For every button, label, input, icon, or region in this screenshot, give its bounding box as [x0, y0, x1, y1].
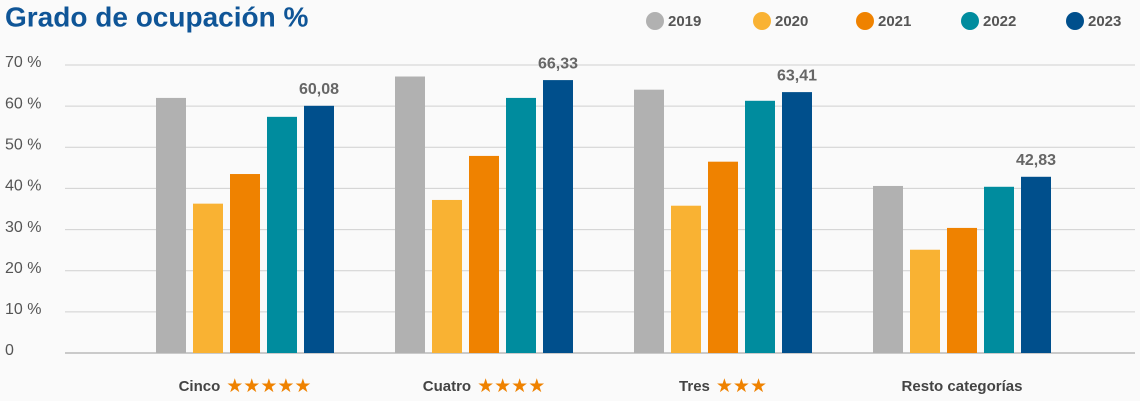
- legend-swatch: [1066, 12, 1084, 30]
- bar: [469, 155, 499, 353]
- legend-swatch: [753, 12, 771, 30]
- category-name: Tres: [679, 378, 710, 395]
- y-tick-label: 10 %: [5, 301, 41, 318]
- bar: [1021, 176, 1051, 353]
- data-label: 63,41: [777, 67, 817, 84]
- legend-label: 2023: [1088, 13, 1121, 30]
- bar: [910, 249, 940, 353]
- category-stars: ★★★★★: [226, 376, 311, 397]
- bar: [506, 97, 536, 354]
- category-name: Cuatro: [423, 378, 471, 395]
- bar: [543, 80, 573, 353]
- category-name: Cinco: [179, 378, 221, 395]
- bar: [782, 92, 812, 353]
- bar: [671, 205, 701, 353]
- legend-label: 2020: [775, 13, 808, 30]
- bar: [193, 203, 223, 353]
- legend-label: 2022: [983, 13, 1016, 30]
- bar: [267, 116, 297, 353]
- x-tick-label: Cinco ★★★★★: [179, 376, 312, 397]
- data-label: 60,08: [299, 81, 339, 98]
- x-tick-label: Cuatro ★★★★: [423, 376, 545, 397]
- data-label: 42,83: [1016, 152, 1056, 169]
- x-tick-label: Tres ★★★: [679, 376, 767, 397]
- y-tick-label: 30 %: [5, 219, 41, 236]
- bar: [745, 100, 775, 354]
- bar: [156, 97, 186, 354]
- category-stars: ★★★: [716, 376, 767, 397]
- bar: [432, 199, 462, 353]
- legend-swatch: [646, 12, 664, 30]
- bar: [634, 89, 664, 353]
- y-tick-label: 60 %: [5, 95, 41, 112]
- bar: [708, 161, 738, 353]
- legend-swatch: [961, 12, 979, 30]
- y-tick-label: 40 %: [5, 178, 41, 195]
- legend-label: 2019: [668, 13, 701, 30]
- bar: [947, 227, 977, 353]
- y-tick-label: 50 %: [5, 137, 41, 154]
- chart-title: Grado de ocupación %: [5, 1, 308, 32]
- bar: [984, 186, 1014, 353]
- bar: [304, 105, 334, 353]
- y-tick-label: 70 %: [5, 54, 41, 71]
- category-name: Resto categorías: [902, 378, 1023, 395]
- y-tick-label: 0: [5, 342, 14, 359]
- y-tick-label: 20 %: [5, 260, 41, 277]
- bar: [873, 185, 903, 353]
- data-label: 66,33: [538, 55, 578, 72]
- bar: [395, 76, 425, 354]
- legend-swatch: [856, 12, 874, 30]
- x-tick-label: Resto categorías: [902, 378, 1023, 395]
- bar: [230, 174, 260, 353]
- legend-label: 2021: [878, 13, 911, 30]
- category-stars: ★★★★: [477, 376, 545, 397]
